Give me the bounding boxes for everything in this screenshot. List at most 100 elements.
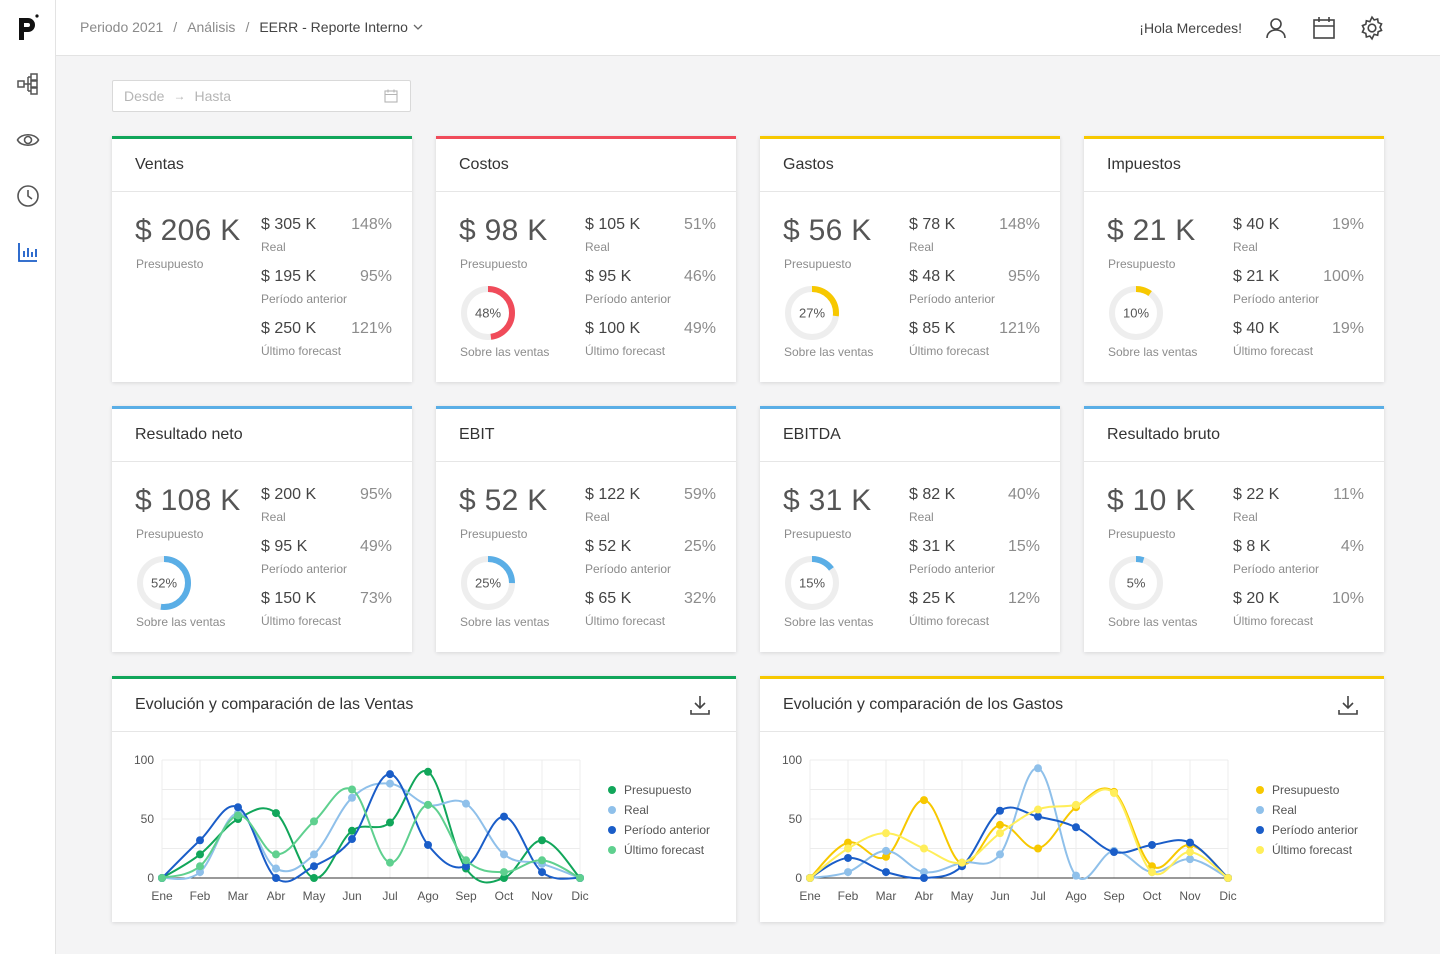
data-point[interactable] [500,850,508,859]
data-point[interactable] [386,858,394,867]
legend-item[interactable]: Último forecast [1256,840,1358,860]
data-point[interactable] [500,812,508,821]
data-point[interactable] [538,836,546,845]
data-point[interactable] [996,829,1004,838]
breadcrumb-period[interactable]: Periodo 2021 [80,19,164,35]
legend-item[interactable]: Último forecast [608,840,710,860]
data-point[interactable] [196,862,204,871]
data-point[interactable] [920,874,928,882]
data-point[interactable] [538,856,546,865]
user-icon[interactable] [1262,14,1290,42]
app-logo[interactable] [14,12,42,42]
hierarchy-icon[interactable] [14,70,42,98]
data-point[interactable] [882,829,890,838]
data-point[interactable] [1034,812,1042,821]
data-point[interactable] [272,850,280,859]
legend-item[interactable]: Real [1256,800,1358,820]
data-point[interactable] [576,874,584,882]
eye-icon[interactable] [14,126,42,154]
data-point[interactable] [920,796,928,805]
data-point[interactable] [462,856,470,865]
data-point[interactable] [196,850,204,859]
data-point[interactable] [920,844,928,853]
data-point[interactable] [958,858,966,867]
data-point[interactable] [462,799,470,808]
data-point[interactable] [996,850,1004,859]
data-point[interactable] [844,838,852,847]
data-point[interactable] [844,844,852,853]
data-point[interactable] [348,785,356,794]
data-point[interactable] [310,862,318,871]
data-point[interactable] [424,800,432,809]
data-point[interactable] [462,862,470,871]
budget-label: Presupuesto [1108,257,1176,271]
download-icon[interactable] [1336,693,1360,717]
data-point[interactable] [272,864,280,873]
data-point[interactable] [424,767,432,776]
data-point[interactable] [806,874,814,882]
legend-item[interactable]: Real [608,800,710,820]
sales-line-chart: 0 50 100 Ene Feb Mar Abr May Jun Jul Ago Sep Oct Nov D… [134,753,589,903]
gear-icon[interactable] [1358,14,1386,42]
legend-item[interactable]: Período anterior [608,820,710,840]
data-point[interactable] [310,874,318,882]
data-point[interactable] [158,874,166,882]
data-point[interactable] [386,770,394,779]
data-point[interactable] [882,846,890,855]
data-point[interactable] [1148,862,1156,871]
data-point[interactable] [1034,764,1042,773]
clock-icon[interactable] [14,182,42,210]
data-point[interactable] [1186,848,1194,857]
data-point[interactable] [424,840,432,849]
data-point[interactable] [1034,844,1042,853]
donut-percentage: 27% [799,306,825,321]
legend-item[interactable]: Período anterior [1256,820,1358,840]
budget-label: Presupuesto [460,257,528,271]
data-point[interactable] [882,868,890,877]
data-point[interactable] [538,868,546,877]
data-point[interactable] [234,803,242,812]
bar-chart-icon[interactable] [14,238,42,266]
data-point[interactable] [196,836,204,845]
data-point[interactable] [996,820,1004,829]
data-point[interactable] [996,806,1004,815]
legend-item[interactable]: Presupuesto [608,780,710,800]
date-from-input[interactable]: Desde [124,88,165,104]
data-point[interactable] [882,852,890,861]
data-point[interactable] [1186,855,1194,864]
date-range-picker[interactable]: Desde → Hasta [112,80,411,112]
data-point[interactable] [844,868,852,877]
data-point[interactable] [1072,800,1080,809]
data-point[interactable] [386,779,394,788]
data-point[interactable] [234,811,242,820]
calendar-icon[interactable] [1310,14,1338,42]
data-point[interactable] [920,868,928,877]
data-point[interactable] [500,874,508,882]
data-point[interactable] [1110,789,1118,798]
legend-item[interactable]: Presupuesto [1256,780,1358,800]
data-point[interactable] [272,809,280,818]
data-point[interactable] [1110,848,1118,857]
data-point[interactable] [1072,871,1080,880]
data-point[interactable] [1034,805,1042,814]
report-selector[interactable]: EERR - Reporte Interno [259,19,424,35]
data-point[interactable] [1224,874,1232,882]
data-point[interactable] [310,817,318,826]
data-point[interactable] [348,835,356,844]
data-point[interactable] [844,853,852,862]
legend-label: Último forecast [624,843,705,857]
download-icon[interactable] [688,693,712,717]
data-point[interactable] [1148,840,1156,849]
date-to-input[interactable]: Hasta [194,88,232,104]
breadcrumb-section[interactable]: Análisis [187,19,236,35]
data-point[interactable] [310,850,318,859]
data-point[interactable] [386,818,394,827]
data-point[interactable] [500,868,508,877]
data-point[interactable] [348,826,356,835]
data-point[interactable] [196,868,204,877]
data-point[interactable] [1186,838,1194,847]
data-point[interactable] [348,793,356,802]
data-point[interactable] [272,874,280,882]
data-point[interactable] [1148,868,1156,877]
data-point[interactable] [1072,823,1080,832]
